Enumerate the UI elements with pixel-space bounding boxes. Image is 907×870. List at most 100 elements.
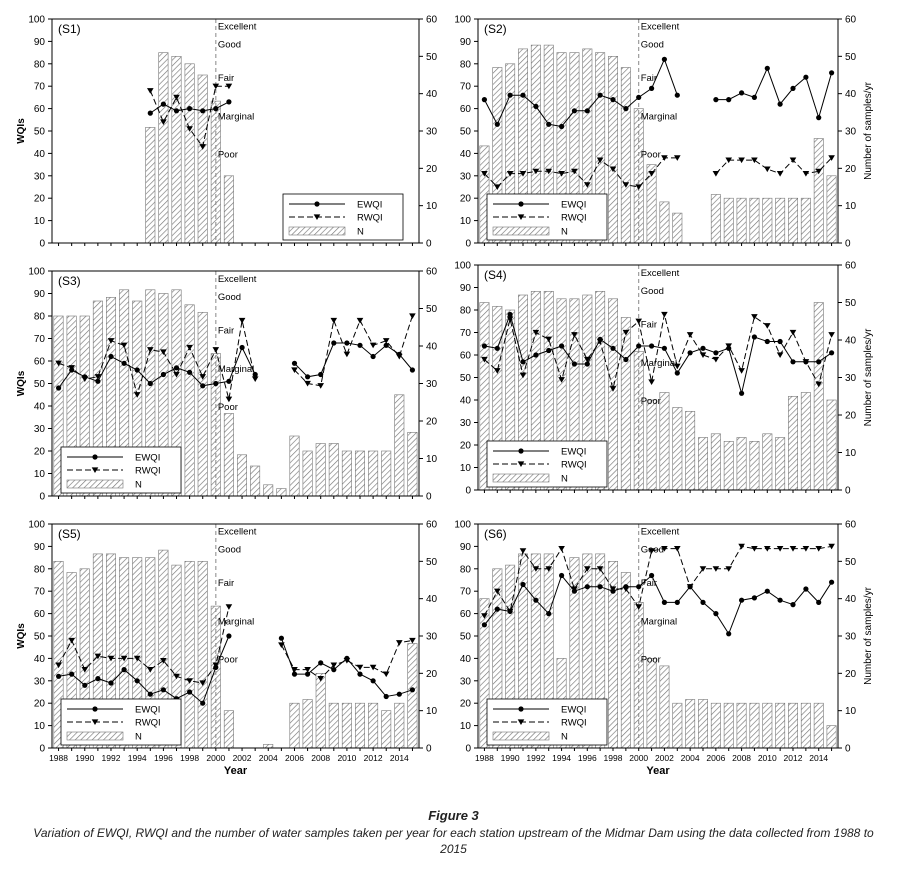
point-rwqi	[382, 671, 390, 678]
point-ewqi	[610, 97, 616, 103]
series-line-rwqi	[484, 314, 833, 389]
point-ewqi	[597, 92, 603, 98]
class-label: Poor	[641, 396, 661, 407]
point-rwqi	[764, 323, 771, 329]
legend-label-rwqi: RWQI	[561, 460, 587, 471]
legend-marker-ewqi	[92, 454, 98, 460]
y-left-title: WQIs	[16, 623, 27, 649]
point-ewqi	[344, 340, 350, 346]
point-rwqi	[725, 157, 732, 164]
point-ewqi	[661, 345, 668, 351]
y-left-tick-label: 10	[34, 216, 46, 227]
y-left-tick-label: 0	[39, 239, 45, 250]
panel-s3: Excellent Good Fair Marginal Poor 0 10 20 30 40 50…	[16, 267, 438, 503]
point-ewqi	[636, 94, 642, 100]
point-ewqi	[739, 90, 745, 96]
y-left-tick-label: 0	[39, 492, 45, 503]
class-label: Marginal	[218, 111, 254, 122]
y-left-tick-label: 40	[460, 149, 472, 160]
point-rwqi	[828, 543, 835, 550]
point-rwqi	[330, 662, 338, 669]
class-label: Poor	[218, 149, 238, 160]
y-right-tick-label: 0	[845, 486, 851, 497]
point-rwqi	[409, 637, 416, 644]
point-rwqi	[558, 546, 565, 552]
point-ewqi	[533, 597, 539, 603]
y-left-tick-label: 90	[460, 37, 472, 48]
bar-n	[341, 450, 352, 497]
point-rwqi	[661, 546, 668, 552]
point-ewqi	[494, 606, 500, 612]
series-line-rwqi	[58, 606, 230, 684]
x-tick-label: 2012	[784, 753, 803, 763]
point-ewqi	[318, 660, 324, 666]
point-rwqi	[291, 367, 298, 373]
y-left-tick-label: 40	[34, 654, 46, 665]
y-right-tick-label: 50	[426, 304, 438, 315]
point-ewqi	[674, 599, 680, 606]
point-ewqi	[305, 374, 311, 380]
y-right-tick-label: 40	[426, 89, 438, 100]
point-rwqi	[304, 667, 311, 673]
x-tick-label: 2008	[311, 753, 330, 763]
point-rwqi	[173, 371, 180, 378]
class-label: Marginal	[641, 111, 677, 122]
point-rwqi	[712, 566, 720, 572]
y-left-tick-label: 60	[460, 104, 472, 115]
point-rwqi	[776, 171, 784, 177]
y-left-tick-label: 30	[34, 171, 46, 182]
bar-n	[171, 55, 182, 244]
legend-label-ewqi: EWQI	[561, 447, 586, 458]
point-ewqi	[751, 94, 758, 100]
x-tick-label: 1994	[552, 753, 571, 763]
point-ewqi	[803, 359, 809, 365]
y-right-title: Number of samples/yr	[863, 586, 874, 684]
bar-n	[608, 298, 619, 491]
y-left-tick-label: 100	[454, 261, 471, 272]
point-ewqi	[95, 676, 101, 682]
point-ewqi	[147, 110, 153, 116]
point-ewqi	[610, 345, 616, 351]
point-rwqi	[481, 356, 488, 363]
legend: EWQI RWQI N	[60, 446, 182, 494]
point-ewqi	[790, 359, 796, 365]
y-right-tick-label: 20	[845, 669, 857, 680]
point-rwqi	[815, 381, 822, 388]
bar-n	[368, 450, 379, 497]
point-ewqi	[790, 602, 796, 608]
y-right-tick-label: 50	[426, 52, 438, 63]
y-left-tick-label: 70	[460, 82, 472, 93]
point-ewqi	[305, 671, 311, 677]
point-ewqi	[396, 351, 402, 357]
class-label: Fair	[218, 73, 234, 84]
point-ewqi	[56, 385, 62, 391]
bar-n	[620, 67, 631, 244]
legend-label-n: N	[561, 474, 568, 485]
bar-n	[184, 560, 195, 749]
point-ewqi	[777, 338, 783, 345]
series-line-ewqi	[484, 312, 832, 394]
y-left-tick-label: 60	[460, 609, 472, 620]
y-left-tick-label: 70	[34, 587, 46, 598]
bar-n	[341, 702, 352, 749]
bar-n	[289, 435, 300, 497]
point-rwqi	[519, 171, 527, 177]
y-right-tick-label: 40	[845, 89, 857, 100]
point-ewqi	[108, 680, 114, 686]
y-left-tick-label: 20	[460, 194, 472, 205]
point-ewqi	[623, 106, 629, 112]
point-rwqi	[738, 157, 745, 164]
y-left-tick-label: 60	[34, 357, 46, 368]
point-ewqi	[494, 345, 500, 351]
class-label: Fair	[641, 73, 657, 84]
point-rwqi	[519, 548, 527, 554]
y-right-tick-label: 30	[426, 632, 438, 643]
point-rwqi	[712, 171, 720, 177]
y-right-tick-label: 50	[426, 557, 438, 568]
point-ewqi	[200, 383, 206, 389]
y-left-tick-label: 70	[460, 587, 472, 598]
point-rwqi	[317, 676, 324, 682]
bar-n	[381, 710, 392, 749]
point-rwqi	[330, 317, 338, 324]
legend-label-ewqi: EWQI	[561, 200, 586, 211]
